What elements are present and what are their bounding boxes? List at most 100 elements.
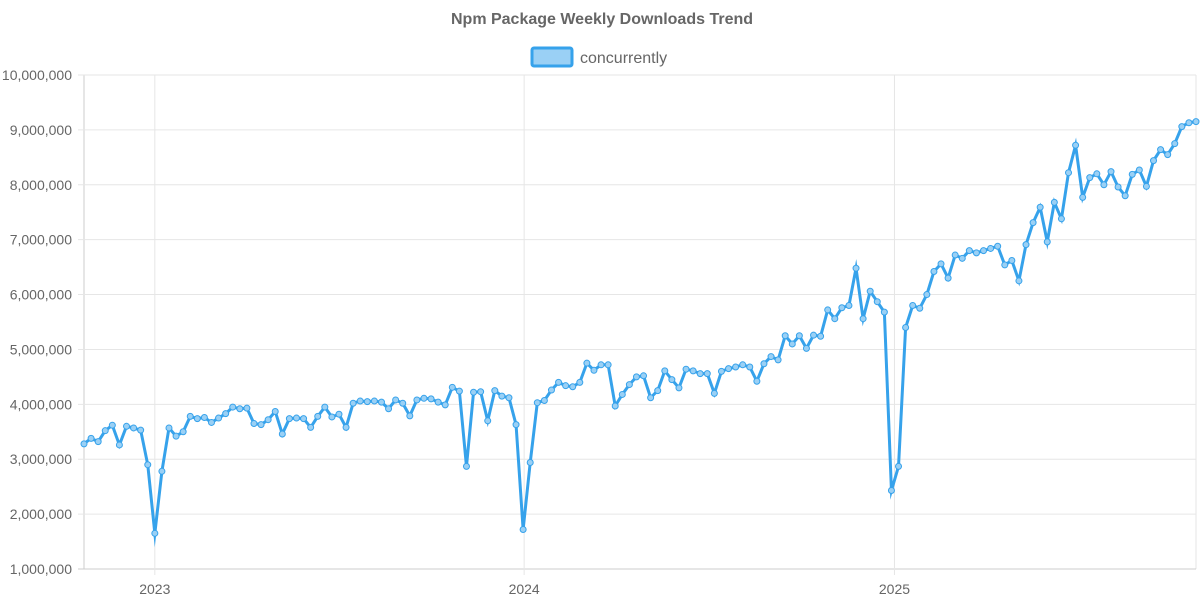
data-point — [165, 424, 173, 432]
data-point — [455, 387, 463, 395]
legend-swatch[interactable] — [530, 46, 574, 68]
data-point — [1015, 277, 1023, 285]
data-point — [1178, 123, 1186, 131]
data-point — [207, 418, 215, 426]
y-tick-label: 3,000,000 — [10, 451, 72, 467]
series-concurrently — [80, 118, 1200, 548]
data-point — [895, 462, 903, 470]
data-point — [158, 467, 166, 475]
data-point — [767, 353, 775, 361]
data-point — [321, 403, 329, 411]
data-point — [1001, 261, 1009, 269]
data-point — [349, 399, 357, 407]
data-point — [115, 441, 123, 449]
data-point — [1093, 170, 1101, 178]
data-point — [137, 426, 145, 434]
y-axis: 1,000,000 2,000,000 3,000,000 4,000,000 5,00… — [2, 67, 72, 577]
data-point — [108, 421, 116, 429]
data-point — [1036, 203, 1044, 211]
data-point — [370, 397, 378, 405]
data-point — [285, 415, 293, 423]
data-point — [300, 415, 308, 423]
data-point — [1107, 168, 1115, 176]
y-tick-label: 10,000,000 — [2, 67, 72, 83]
data-point — [292, 414, 300, 422]
data-point — [951, 251, 959, 259]
data-point — [462, 462, 470, 470]
data-point — [1135, 166, 1143, 174]
data-point — [94, 438, 102, 446]
data-point — [264, 416, 272, 424]
data-point — [470, 388, 478, 396]
data-point — [1185, 119, 1193, 127]
data-point — [498, 392, 506, 400]
data-point — [186, 412, 194, 420]
data-point — [562, 382, 570, 390]
data-point — [632, 373, 640, 381]
data-point — [987, 244, 995, 252]
y-tick-label: 9,000,000 — [10, 122, 72, 138]
data-point — [385, 405, 393, 413]
data-point — [101, 427, 109, 435]
data-point — [972, 249, 980, 257]
data-point — [668, 376, 676, 384]
data-point — [1157, 146, 1165, 154]
data-point — [271, 407, 279, 415]
data-point — [342, 423, 350, 431]
data-point — [902, 323, 910, 331]
data-point — [880, 308, 888, 316]
data-point — [179, 428, 187, 436]
data-point — [725, 365, 733, 373]
y-tick-label: 2,000,000 — [10, 506, 72, 522]
data-point — [526, 459, 534, 467]
data-point — [427, 395, 435, 403]
data-point — [243, 404, 251, 412]
data-point — [781, 332, 789, 340]
data-point — [824, 306, 832, 314]
data-point — [909, 302, 917, 310]
data-point — [1114, 183, 1122, 191]
data-point — [222, 410, 230, 418]
data-point — [732, 363, 740, 371]
grid — [78, 74, 1197, 575]
data-point — [229, 403, 237, 411]
x-tick-label: 2023 — [139, 581, 170, 597]
data-point — [512, 421, 520, 429]
data-point — [491, 387, 499, 395]
data-point — [1050, 198, 1058, 206]
data-point — [788, 340, 796, 348]
data-point — [130, 424, 138, 432]
data-point — [399, 399, 407, 407]
data-point — [448, 383, 456, 391]
data-point — [519, 525, 527, 533]
data-point — [257, 421, 265, 429]
data-point — [760, 360, 768, 368]
data-point — [172, 432, 180, 440]
data-point — [123, 422, 130, 430]
data-point — [1079, 193, 1087, 201]
data-point — [1121, 192, 1129, 200]
data-point — [250, 420, 258, 428]
legend[interactable]: concurrently — [530, 46, 667, 68]
legend-label[interactable]: concurrently — [580, 50, 667, 67]
data-point — [484, 417, 492, 425]
y-tick-label: 8,000,000 — [10, 177, 72, 193]
data-point — [1022, 241, 1030, 249]
data-point — [739, 361, 747, 369]
data-point — [1029, 219, 1037, 227]
data-point — [845, 302, 853, 310]
data-point — [1008, 257, 1016, 265]
data-point — [1142, 182, 1150, 190]
data-point — [937, 260, 945, 268]
data-point — [236, 405, 244, 413]
data-point — [689, 367, 697, 375]
data-point — [434, 398, 442, 406]
data-point — [930, 268, 938, 275]
data-point — [746, 363, 754, 371]
data-point — [200, 414, 208, 422]
data-point — [420, 394, 428, 402]
data-point — [392, 396, 400, 404]
x-tick-label: 2024 — [509, 581, 540, 597]
data-point — [852, 264, 860, 272]
